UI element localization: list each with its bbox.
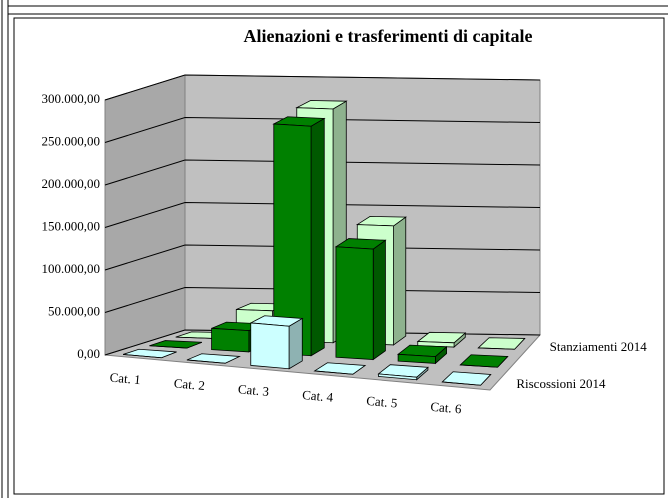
y-tick-label: 300.000,00 xyxy=(42,91,101,106)
bar xyxy=(416,331,467,348)
bar-front xyxy=(460,364,498,368)
x-tick-label: Cat. 3 xyxy=(237,381,269,399)
bar-front xyxy=(397,353,436,364)
bar xyxy=(441,371,492,386)
chart-border xyxy=(13,17,665,495)
bar-side-shade xyxy=(311,118,325,356)
bar-side-shade xyxy=(289,318,303,369)
bar xyxy=(397,344,448,365)
bar xyxy=(334,238,387,361)
bar-front xyxy=(211,327,250,353)
bar-front xyxy=(478,347,515,350)
bar-front xyxy=(149,345,187,349)
bar-front xyxy=(123,354,162,359)
x-tick-label: Cat. 6 xyxy=(430,399,463,417)
y-tick-label: 0,00 xyxy=(77,346,100,361)
grid-line xyxy=(104,201,541,228)
grid-line xyxy=(104,329,541,356)
bar xyxy=(377,364,429,381)
bar-front xyxy=(186,359,226,364)
depth-label: Riscossioni 2014 xyxy=(516,376,606,391)
bar-side-shade xyxy=(454,333,466,348)
bar xyxy=(186,353,241,364)
bar xyxy=(149,340,203,349)
depth-label: Stanziamenti 2014 xyxy=(550,339,648,354)
chart-title: Alienazioni e trasferimenti di capitale xyxy=(244,26,533,46)
bar-front xyxy=(250,322,290,370)
y-tick-label: 150.000,00 xyxy=(42,218,101,233)
bar-front xyxy=(442,381,481,386)
x-tick-label: Cat. 5 xyxy=(366,393,398,411)
bar-front xyxy=(378,373,418,381)
grid-line xyxy=(104,159,541,186)
bar xyxy=(459,354,509,368)
bar xyxy=(477,337,526,350)
bar xyxy=(272,116,326,357)
y-tick-label: 50.000,00 xyxy=(48,303,100,318)
x-tick-label: Cat. 2 xyxy=(173,375,205,393)
grid-line xyxy=(104,116,541,143)
y-tick-label: 200.000,00 xyxy=(42,176,101,191)
bar-side-shade xyxy=(435,346,447,364)
bar-front xyxy=(314,370,353,375)
bar-front xyxy=(335,246,374,360)
grid-line xyxy=(104,244,541,271)
bar xyxy=(249,315,304,370)
bar-side-shade xyxy=(373,240,386,360)
grid-line xyxy=(104,286,541,313)
y-tick-label: 100.000,00 xyxy=(42,261,101,276)
bar-side-shade xyxy=(393,217,406,345)
y-tick-label: 250.000,00 xyxy=(42,133,101,148)
bar xyxy=(122,348,177,359)
bar-side-shade xyxy=(416,367,428,380)
bar xyxy=(313,362,367,375)
grid-line xyxy=(104,74,541,101)
x-tick-label: Cat. 1 xyxy=(109,370,141,388)
x-tick-label: Cat. 4 xyxy=(302,387,335,405)
